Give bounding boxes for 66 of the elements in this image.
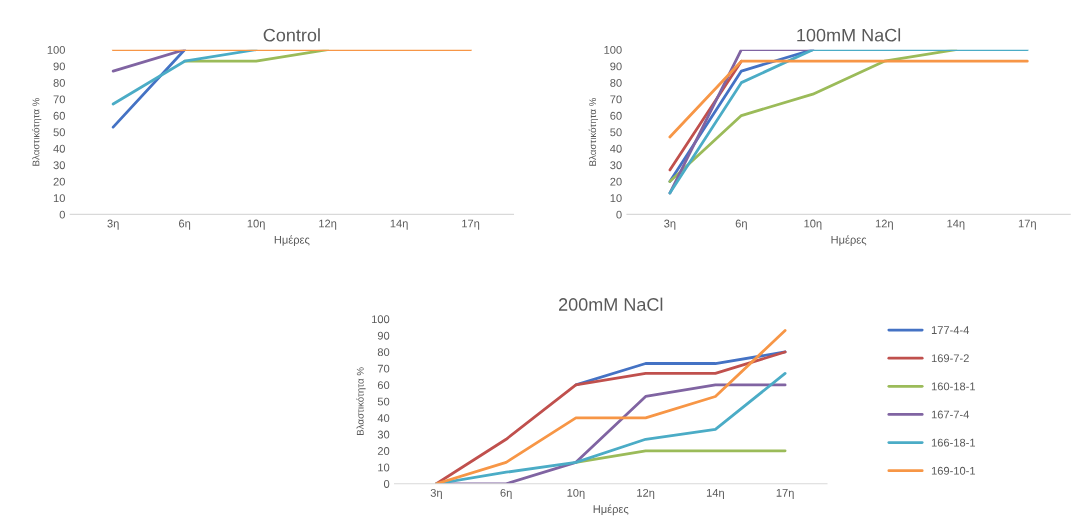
legend-label: 169-10-1 (931, 466, 976, 475)
y-tick-label: 20 (53, 177, 65, 186)
x-tick-label: 17η (462, 219, 480, 230)
x-tick-label: 6η (735, 219, 747, 230)
legend-label: 160-18-1 (931, 382, 976, 391)
y-tick-label: 90 (377, 331, 390, 340)
x-tick-label: 10η (567, 488, 585, 499)
y-tick-label: 100 (47, 45, 65, 54)
x-tick-label: 6η (179, 219, 191, 230)
y-tick-label: 60 (610, 111, 622, 120)
x-tick-label: 6η (500, 488, 512, 499)
y-tick-label: 10 (610, 194, 622, 203)
x-tick-label: 10η (247, 219, 265, 230)
y-tick-label: 90 (53, 62, 65, 71)
legend-label: 167-7-4 (931, 410, 970, 419)
chart-title: 100mM NaCl (797, 28, 901, 42)
y-axis-title: Βλαστικότητα % (588, 98, 599, 166)
chart-title: Control (263, 28, 320, 42)
y-tick-label: 80 (377, 348, 390, 357)
x-tick-label: 14η (390, 219, 408, 230)
y-tick-label: 70 (53, 95, 65, 104)
x-tick-label: 17η (1018, 219, 1036, 230)
y-tick-label: 40 (377, 414, 390, 423)
y-tick-label: 60 (53, 111, 65, 120)
y-tick-label: 30 (377, 430, 390, 439)
y-tick-label: 80 (610, 78, 622, 87)
x-axis-title: Ημέρες (831, 235, 867, 246)
x-tick-label: 14η (706, 489, 724, 499)
legend-label: 177-4-4 (931, 326, 970, 334)
chart-title: 200mM NaCl (559, 297, 663, 311)
x-tick-label: 12η (875, 219, 893, 230)
y-tick-label: 10 (53, 194, 65, 203)
y-tick-label: 0 (383, 480, 390, 488)
y-tick-label: 50 (610, 128, 622, 137)
y-tick-label: 0 (616, 210, 622, 219)
y-tick-label: 100 (372, 315, 390, 324)
y-tick-label: 40 (610, 144, 622, 153)
y-axis-title: Βλαστικότητα % (31, 98, 42, 166)
x-tick-label: 3η (664, 219, 676, 230)
x-tick-label: 12η (319, 219, 337, 230)
y-tick-label: 20 (377, 447, 390, 455)
x-axis-title: Ημέρες (593, 504, 629, 516)
y-tick-label: 70 (610, 95, 622, 104)
y-tick-label: 80 (53, 78, 65, 87)
y-tick-label: 30 (610, 161, 622, 170)
legend-label: 169-7-2 (931, 354, 969, 363)
y-tick-label: 10 (378, 463, 390, 472)
y-tick-label: 50 (53, 128, 65, 137)
x-tick-label: 17η (776, 489, 794, 499)
y-tick-label: 20 (610, 177, 622, 186)
y-tick-label: 40 (53, 144, 65, 153)
y-axis-title: Βλαστικότητα % (356, 367, 366, 435)
x-tick-label: 12η (637, 488, 655, 499)
x-tick-label: 3η (107, 219, 119, 230)
y-tick-label: 90 (610, 62, 622, 71)
y-tick-label: 70 (377, 364, 390, 373)
y-tick-label: 100 (604, 45, 622, 54)
x-tick-label: 14η (947, 219, 965, 230)
y-tick-label: 0 (59, 210, 65, 219)
x-axis-title: Ημέρες (274, 235, 310, 246)
legend-label: 166-18-1 (931, 438, 976, 447)
x-tick-label: 3η (430, 488, 442, 499)
x-tick-label: 10η (804, 219, 822, 230)
y-tick-label: 30 (53, 161, 65, 170)
y-tick-label: 50 (377, 397, 390, 406)
y-tick-label: 60 (377, 381, 390, 390)
